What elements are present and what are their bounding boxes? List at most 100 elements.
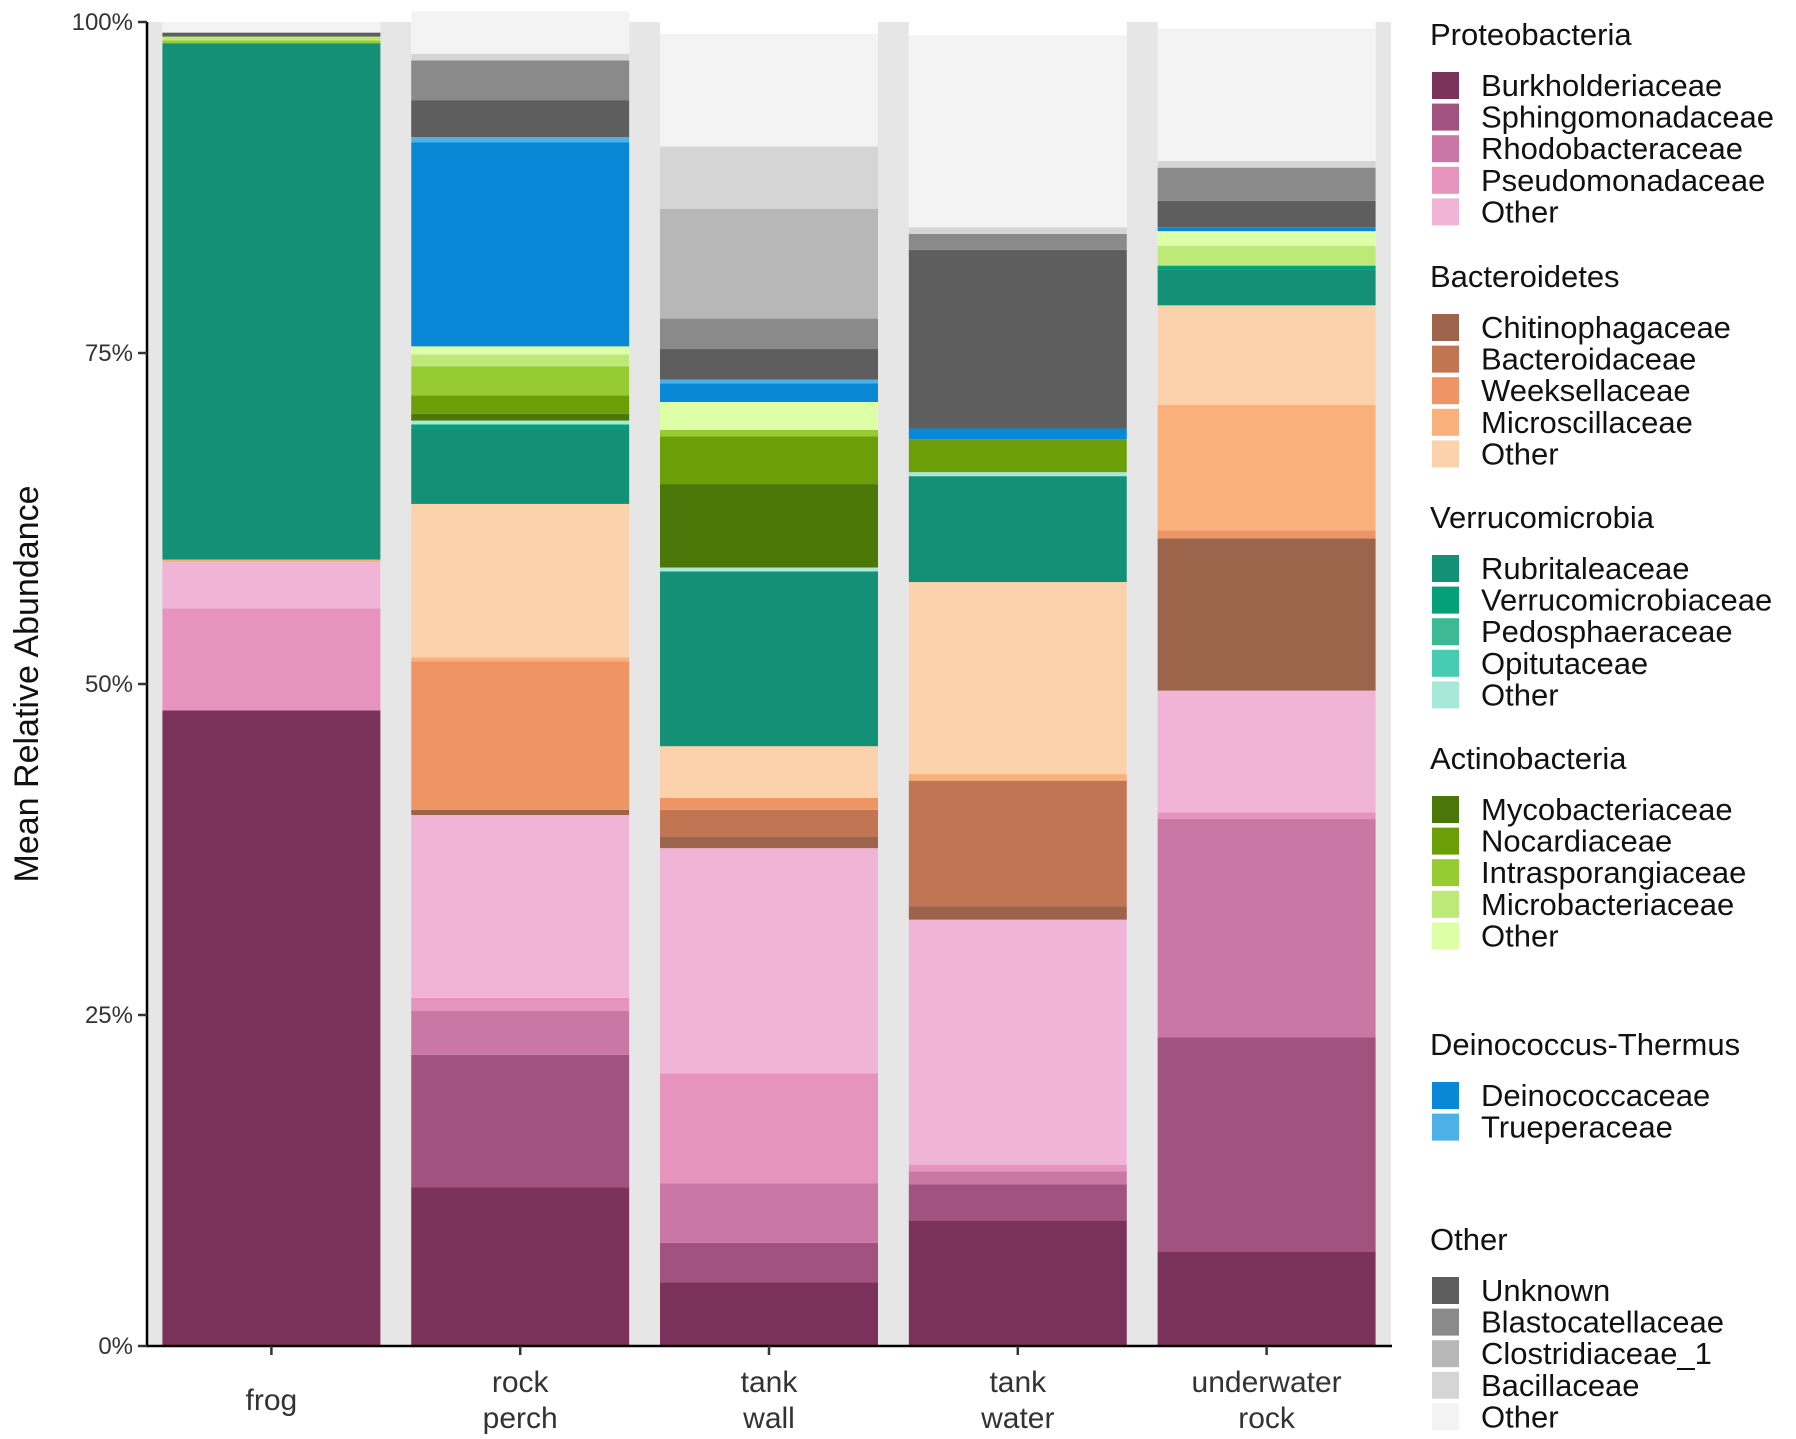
- segment-rock_perch-microscillaceae: [411, 657, 630, 662]
- legend-label: Deinococcaceae: [1481, 1078, 1710, 1113]
- legend-key: [1432, 135, 1459, 163]
- legend-key: [1432, 586, 1459, 614]
- segment-tank_wall-pseudomonadaceae: [660, 1073, 878, 1184]
- segment-rock_perch-chitinophagaceae: [411, 809, 630, 816]
- segment-rock_perch-weeksellaceae: [411, 661, 630, 810]
- segment-rock_perch-intrasporangiaceae: [411, 366, 630, 396]
- segment-tank_wall-burkholderiaceae: [660, 1282, 878, 1346]
- segment-tank_wall-blastocatellaceae: [660, 318, 878, 350]
- segment-underwater_rock-microbacteriaceae: [1157, 245, 1376, 266]
- legend-key: [1432, 1340, 1459, 1368]
- legend: Proteobacteria BurkholderiaceaeSphingomon…: [1430, 17, 1774, 1434]
- bar-segments: [162, 11, 1376, 1346]
- legend-label: Chitinophagaceae: [1481, 310, 1731, 345]
- segment-rock_perch-other-other: [411, 11, 630, 54]
- segment-tank_water-bacteroidaceae: [908, 780, 1127, 907]
- segment-tank_wall-bacillaceae: [660, 146, 878, 209]
- legend-group-title: Other: [1430, 1222, 1508, 1257]
- legend-label: Weeksellaceae: [1481, 373, 1691, 408]
- legend-key: [1432, 890, 1459, 918]
- segment-rock_perch-mycobacteriaceae: [411, 413, 630, 421]
- segment-rock_perch-verrucomicrobiaceae: [411, 424, 630, 429]
- segment-tank_water-deinococcaceae: [908, 428, 1127, 440]
- segment-frog-proteobacteria-other: [162, 562, 381, 609]
- legend-key: [1432, 922, 1459, 950]
- x-tick-label-line: wall: [742, 1402, 795, 1435]
- segment-rock_perch-unknown: [411, 100, 630, 138]
- legend-label: Blastocatellaceae: [1481, 1305, 1724, 1340]
- legend-label: Other: [1481, 677, 1559, 712]
- legend-key: [1432, 1403, 1459, 1431]
- legend-key: [1432, 555, 1459, 582]
- segment-tank_wall-deinococcaceae: [660, 383, 878, 402]
- segment-frog-unknown: [162, 32, 381, 37]
- legend-key: [1432, 649, 1459, 677]
- segment-underwater_rock-verrucomicrobiaceae: [1157, 265, 1376, 270]
- legend-group-actinobacteria: Actinobacteria MycobacteriaceaeNocardiace…: [1430, 741, 1746, 953]
- y-tick-label: 100%: [72, 9, 133, 36]
- segment-tank_wall-bacteroidetes-other: [660, 746, 878, 798]
- segment-underwater_rock-rhodobacteraceae: [1157, 819, 1376, 1038]
- segment-underwater_rock-proteobacteria-other: [1157, 690, 1376, 813]
- segment-tank_water-microscillaceae: [908, 774, 1127, 781]
- legend-label: Verrucomicrobiaceae: [1481, 583, 1772, 618]
- segment-tank_water-sphingomonadaceae: [908, 1184, 1127, 1221]
- segment-frog-other-other: [162, 22, 381, 33]
- segment-rock_perch-trueperaceae: [411, 137, 630, 143]
- segment-rock_perch-bacteroidetes-other: [411, 503, 630, 658]
- segment-frog-burkholderiaceae: [162, 710, 381, 1346]
- y-tick-label: 0%: [98, 1333, 133, 1360]
- segment-tank_wall-weeksellaceae: [660, 797, 878, 810]
- segment-tank_water-blastocatellaceae: [908, 233, 1127, 250]
- segment-rock_perch-pseudomonadaceae: [411, 997, 630, 1012]
- legend-group-bacteroidetes: Bacteroidetes ChitinophagaceaeBacteroidac…: [1430, 259, 1731, 471]
- legend-label: Pseudomonadaceae: [1481, 163, 1765, 198]
- legend-label: Pedosphaeraceae: [1481, 614, 1733, 649]
- segment-tank_water-rubritaleaceae: [908, 476, 1127, 583]
- segment-tank_wall-verrucomicrobia-other: [660, 567, 878, 572]
- y-tick-label: 25%: [85, 1002, 133, 1029]
- legend-label: Bacillaceae: [1481, 1368, 1640, 1403]
- y-tick-label: 75%: [85, 340, 133, 367]
- segment-frog-intrasporangiaceae: [162, 40, 381, 44]
- legend-key: [1432, 166, 1459, 194]
- segment-tank_wall-clostridiaceae-1: [660, 208, 878, 319]
- segment-frog-pseudomonadaceae: [162, 608, 381, 711]
- legend-group-title: Bacteroidetes: [1430, 259, 1620, 294]
- bar-tank_water: [908, 22, 1127, 1346]
- segment-tank_water-unknown: [908, 249, 1127, 429]
- segment-underwater_rock-other-other: [1157, 28, 1376, 162]
- segment-tank_wall-other-other: [660, 33, 878, 147]
- legend-label: Other: [1481, 194, 1559, 229]
- x-tick-label-frog: frog: [246, 1384, 298, 1417]
- x-tick-label-underwater_rock: underwater rock: [1192, 1366, 1342, 1435]
- legend-key: [1432, 681, 1459, 709]
- legend-key: [1432, 1277, 1459, 1304]
- legend-label: Rhodobacteraceae: [1481, 131, 1743, 166]
- segment-underwater_rock-unknown: [1157, 200, 1376, 228]
- segment-tank_wall-intrasporangiaceae: [660, 429, 878, 437]
- segment-rock_perch-proteobacteria-other: [411, 815, 630, 998]
- segment-tank_wall-sphingomonadaceae: [660, 1242, 878, 1283]
- legend-key: [1432, 1082, 1459, 1109]
- segment-tank_water-other-other: [908, 35, 1127, 228]
- legend-key: [1432, 1371, 1459, 1399]
- segment-underwater_rock-actinobacteria-other: [1157, 231, 1376, 246]
- segment-tank_wall-chitinophagaceae: [660, 836, 878, 849]
- x-tick-label-line: frog: [246, 1384, 298, 1417]
- legend-key: [1432, 796, 1459, 823]
- segment-tank_wall-rubritaleaceae: [660, 571, 878, 747]
- legend-label: Burkholderiaceae: [1481, 68, 1722, 103]
- x-tick-label-line: tank: [741, 1366, 799, 1399]
- legend-group-title: Proteobacteria: [1430, 17, 1632, 52]
- legend-key: [1432, 345, 1459, 373]
- x-tick-label-line: tank: [989, 1366, 1047, 1399]
- legend-key: [1432, 827, 1459, 855]
- segment-rock_perch-nocardiaceae: [411, 395, 630, 414]
- segment-rock_perch-verrucomicrobia-other: [411, 420, 630, 425]
- x-tick-label-line: water: [980, 1402, 1054, 1435]
- legend-key: [1432, 1113, 1459, 1141]
- legend-key: [1432, 408, 1459, 436]
